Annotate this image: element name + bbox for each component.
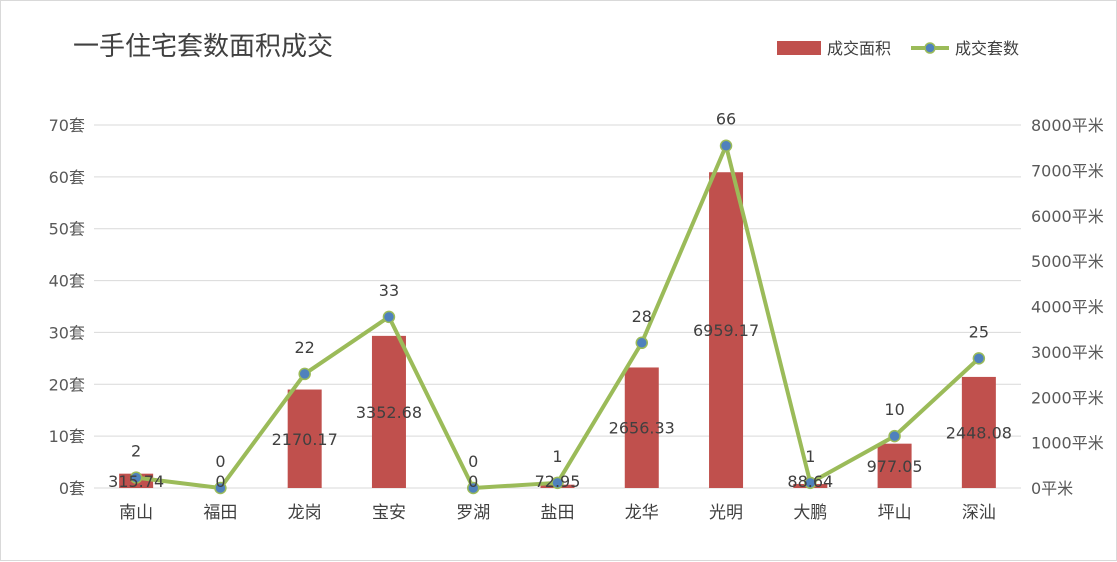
legend-label-area: 成交面积 <box>827 39 891 58</box>
line-data-label: 0 <box>215 452 225 471</box>
y-axis-left: 0套 10套 20套 30套 40套 50套 60套 70套 <box>49 116 85 498</box>
bar-data-label: 72.95 <box>535 472 581 491</box>
line-data-label: 0 <box>468 452 478 471</box>
y-left-tick-label: 60套 <box>49 168 85 187</box>
bar-data-label: 88.64 <box>787 472 833 491</box>
line-point-宝安 <box>382 310 396 324</box>
x-tick-label: 盐田 <box>541 503 575 523</box>
x-tick-label: 龙华 <box>625 503 659 523</box>
bar-data-label: 315.74 <box>108 472 164 491</box>
legend: 成交面积 成交套数 <box>777 39 1019 58</box>
x-tick-label: 坪山 <box>878 503 912 523</box>
y-left-tick-label: 70套 <box>49 116 85 135</box>
line-data-label: 22 <box>295 338 315 357</box>
line-data-label: 1 <box>805 447 815 466</box>
line-point-南山 <box>129 471 143 484</box>
legend-swatch-area <box>777 41 821 55</box>
y-right-tick-label: 3000平米 <box>1031 343 1104 362</box>
bar-光明 <box>709 172 744 488</box>
x-tick-label: 罗湖 <box>456 503 490 523</box>
line-data-label: 2 <box>131 442 141 461</box>
bar-龙华 <box>624 367 659 488</box>
line-point-龙岗 <box>298 367 311 381</box>
x-tick-label: 大鹏 <box>793 503 827 523</box>
x-axis-categories: 南山 福田 龙岗 宝安 罗湖 盐田 龙华 光明 大鹏 坪山 深汕 <box>119 503 996 523</box>
line-path-count <box>135 143 981 490</box>
gridlines <box>94 124 1021 489</box>
bar-宝安 <box>371 335 406 488</box>
legend-label-count: 成交套数 <box>955 39 1019 58</box>
bar-data-label: 0 <box>215 472 225 491</box>
bar-data-label: 3352.68 <box>356 403 422 422</box>
bar-深汕 <box>961 376 996 488</box>
bar-data-label: 2170.17 <box>272 430 338 449</box>
y-left-tick-label: 0套 <box>59 479 85 498</box>
line-data-label: 33 <box>379 281 399 300</box>
y-right-tick-label: 0平米 <box>1031 479 1073 498</box>
line-data-label: 25 <box>969 322 989 341</box>
y-left-tick-label: 20套 <box>49 375 85 394</box>
line-point-龙华 <box>635 336 649 350</box>
bar-data-label: 2448.08 <box>946 423 1012 442</box>
y-right-tick-label: 2000平米 <box>1031 388 1104 407</box>
line-data-label: 28 <box>632 307 652 326</box>
y-left-tick-label: 50套 <box>49 220 85 239</box>
x-tick-label: 龙岗 <box>288 503 322 523</box>
y-axis-right: 0平米 1000平米 2000平米 3000平米 4000平米 5000平米 6000平米 7… <box>1031 116 1104 498</box>
line-point-深汕 <box>972 352 986 365</box>
y-right-tick-label: 6000平米 <box>1031 207 1104 226</box>
y-right-tick-label: 4000平米 <box>1031 298 1104 317</box>
line-series-count <box>129 139 986 495</box>
line-point-坪山 <box>888 429 901 443</box>
line-data-label: 1 <box>552 447 562 466</box>
bar-坪山 <box>877 443 912 488</box>
line-data-label: 10 <box>884 400 904 419</box>
y-right-tick-label: 5000平米 <box>1031 252 1104 271</box>
line-point-罗湖 <box>466 481 480 495</box>
line-point-大鹏 <box>804 476 817 490</box>
y-left-tick-label: 40套 <box>49 272 85 291</box>
x-tick-label: 南山 <box>119 503 153 523</box>
y-right-tick-label: 8000平米 <box>1031 116 1104 135</box>
y-left-tick-label: 10套 <box>49 427 85 446</box>
x-tick-label: 光明 <box>709 503 743 523</box>
bar-data-label: 2656.33 <box>609 419 675 438</box>
x-tick-label: 深汕 <box>962 503 996 523</box>
x-tick-label: 宝安 <box>372 503 406 523</box>
y-right-tick-label: 1000平米 <box>1031 434 1104 453</box>
bar-龙岗 <box>287 389 322 488</box>
line-data-label: 66 <box>716 110 736 129</box>
bar-series-area <box>119 172 996 488</box>
chart-title: 一手住宅套数面积成交 <box>73 32 333 62</box>
line-point-福田 <box>214 481 227 495</box>
data-labels: 315.74 0 2170.17 3352.68 0 72.95 2656.33 6959.1… <box>108 110 1012 491</box>
y-right-tick-label: 7000平米 <box>1031 161 1104 180</box>
line-point-盐田 <box>551 476 564 490</box>
bar-data-label: 977.05 <box>867 457 923 476</box>
y-left-tick-label: 30套 <box>49 323 85 342</box>
bar-data-label: 6959.17 <box>693 321 759 340</box>
line-point-光明 <box>719 139 733 152</box>
legend-swatch-count-marker <box>924 42 936 54</box>
x-tick-label: 福田 <box>203 503 237 523</box>
bar-data-label: 0 <box>468 472 478 491</box>
